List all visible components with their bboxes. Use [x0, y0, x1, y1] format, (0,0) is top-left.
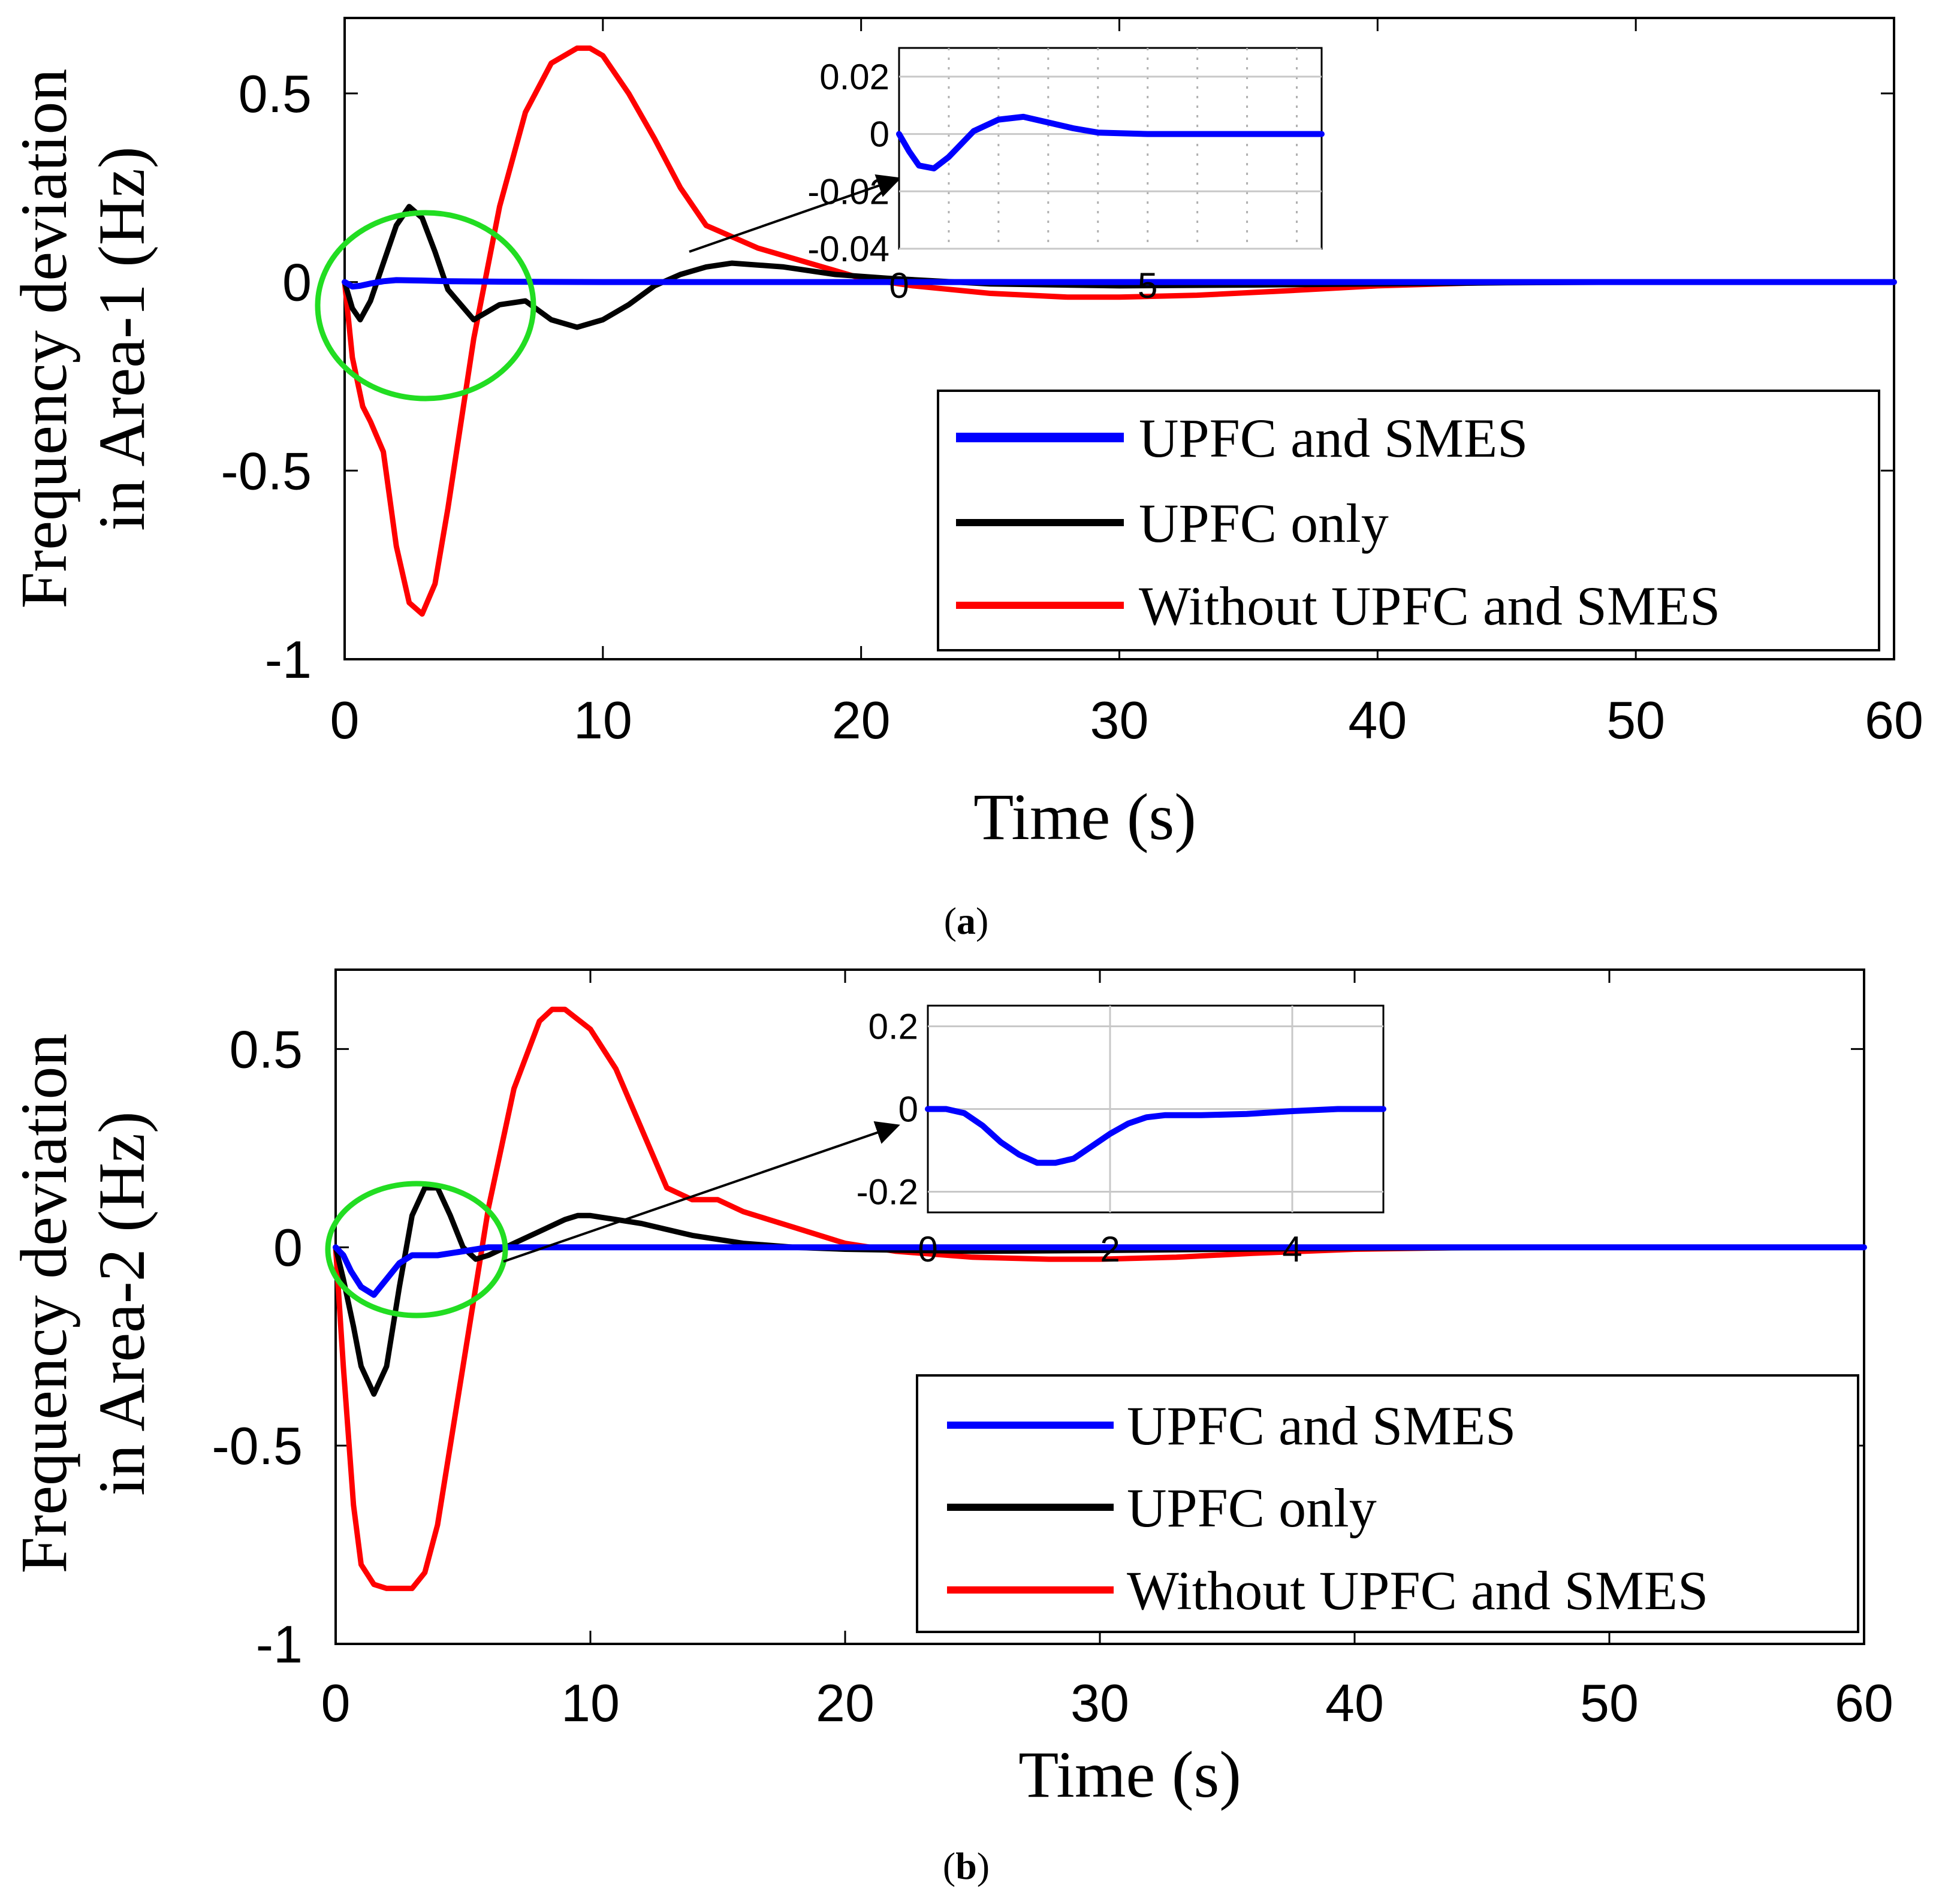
inset-series-line-b	[925, 1106, 1386, 1166]
inset-y-tick-label-a-0: 0.02	[819, 57, 889, 97]
legend-a: UPFC and SMES UPFC only Without UPFC and…	[937, 390, 1880, 651]
y-tick-label-b-0: -1	[256, 1615, 303, 1674]
zoom-arrow-b	[503, 1121, 900, 1263]
legend-b: UPFC and SMES UPFC only Without UPFC and…	[916, 1374, 1859, 1633]
series-lines-a	[342, 45, 1897, 617]
y-axis-title-a: Frequency deviation in Area-1 (Hz)	[7, 68, 158, 608]
x-tick-label-b-2: 20	[816, 1673, 874, 1733]
legend-label-a-1: UPFC only	[1139, 493, 1389, 554]
series-line-b-1	[333, 1185, 1867, 1397]
x-tick-label-a-3: 30	[1090, 690, 1149, 750]
caption-b: (b)	[943, 1845, 990, 1887]
y-axis-title-a-line-1: Frequency deviation	[7, 68, 80, 608]
x-tick-label-b-4: 40	[1325, 1673, 1384, 1733]
y-axis-title-b: Frequency deviation in Area-2 (Hz)	[7, 1033, 158, 1573]
x-tick-label-b-6: 60	[1835, 1673, 1893, 1733]
x-tick-label-b-5: 50	[1580, 1673, 1639, 1733]
x-axis-title-a: Time (s)	[973, 780, 1196, 853]
x-axis-title-b: Time (s)	[1018, 1738, 1241, 1811]
y-tick-label-b-1: -0.5	[212, 1416, 303, 1475]
caption-b-letter: b	[955, 1845, 977, 1887]
inset-tick-labels-b: 0 2 40.20-0.2	[857, 1007, 1302, 1270]
inset-y-tick-label-b-0: 0.2	[869, 1007, 918, 1047]
inset-x-tick-label-a-1: 5	[1138, 265, 1157, 306]
inset-x-tick-label-b-0: 0	[918, 1229, 937, 1269]
zoom-highlight-ellipse-b	[325, 1181, 508, 1318]
inset-tick-labels-a: 0 5 0.02 0 -0.02 -0.04	[807, 57, 1157, 306]
zoom-arrow-a	[689, 174, 901, 253]
x-tick-labels-a: 0 10 20 30 40 50 60	[330, 690, 1923, 750]
series-line-a-0	[342, 277, 1897, 290]
series-line-a-1	[342, 204, 1897, 330]
inset-y-tick-label-a-3: -0.04	[807, 229, 889, 269]
inset-y-tick-label-a-1: 0	[870, 114, 889, 155]
x-tick-label-a-0: 0	[330, 690, 360, 750]
x-tick-label-a-1: 10	[574, 690, 632, 750]
inset-plot-area-a	[898, 47, 1323, 250]
legend-label-b-0: UPFC and SMES	[1127, 1395, 1516, 1456]
panel-a: 0 10 20 30 40 50 60 -1 -0.5 0 0.5 0 5 0.02 0 -0.02 -0.…	[7, 17, 1923, 942]
y-tick-label-a-3: 0.5	[239, 64, 312, 123]
inset-series-line-b	[925, 1106, 1386, 1166]
inset-b: 0 2 40.20-0.2	[857, 1004, 1386, 1270]
y-tick-labels-b: -1 -0.5 0 0.5	[212, 1019, 303, 1674]
x-tick-label-b-0: 0	[321, 1673, 351, 1733]
series-line-b-2	[333, 1006, 1867, 1591]
inset-x-tick-label-a-0: 0	[889, 265, 909, 306]
x-tick-label-a-5: 50	[1606, 690, 1665, 750]
x-tick-label-a-6: 60	[1865, 690, 1923, 750]
inset-x-tick-label-b-2: 4	[1282, 1229, 1302, 1269]
y-tick-labels-a: -1 -0.5 0 0.5	[221, 64, 312, 689]
y-axis-title-a-line-2: in Area-1 (Hz)	[85, 146, 158, 530]
y-tick-label-b-3: 0.5	[230, 1019, 303, 1079]
legend-label-b-2: Without UPFC and SMES	[1127, 1560, 1708, 1621]
inset-series-line-a	[896, 113, 1325, 171]
caption-a-letter: a	[957, 900, 976, 942]
inset-x-tick-label-b-1: 2	[1100, 1229, 1120, 1269]
legend-label-b-1: UPFC only	[1127, 1477, 1377, 1538]
y-tick-label-a-2: 0	[282, 253, 312, 312]
inset-y-tick-label-b-1: 0	[898, 1090, 918, 1130]
caption-a: (a)	[944, 900, 989, 942]
y-axis-title-b-line-1: Frequency deviation	[7, 1033, 80, 1573]
y-tick-label-a-0: -1	[265, 630, 312, 689]
x-tick-label-a-4: 40	[1348, 690, 1407, 750]
x-tick-label-b-3: 30	[1070, 1673, 1129, 1733]
legend-label-a-0: UPFC and SMES	[1139, 408, 1528, 469]
inset-a: 0 5 0.02 0 -0.02 -0.04	[807, 47, 1325, 306]
inset-y-tick-label-a-2: -0.02	[807, 171, 889, 212]
zoom-highlight-ellipse-a	[315, 210, 536, 402]
y-tick-label-b-2: 0	[273, 1218, 303, 1277]
series-line-a-2	[342, 45, 1897, 617]
x-tick-label-a-2: 20	[832, 690, 891, 750]
inset-series-line-a	[896, 113, 1325, 171]
series-lines-b	[333, 1006, 1867, 1591]
legend-label-a-2: Without UPFC and SMES	[1139, 575, 1720, 636]
y-tick-label-a-1: -0.5	[221, 441, 312, 500]
series-line-b-0	[333, 1244, 1867, 1298]
x-tick-labels-b: 0 10 20 30 40 50 60	[321, 1673, 1893, 1733]
inset-y-tick-label-b-2: -0.2	[857, 1172, 918, 1212]
y-axis-title-b-line-2: in Area-2 (Hz)	[85, 1111, 158, 1495]
panel-b: 0 10 20 30 40 50 60 -1-0.500.5 0 2 40.20-0.2 UPF…	[7, 968, 1893, 1887]
x-tick-label-b-1: 10	[561, 1673, 620, 1733]
